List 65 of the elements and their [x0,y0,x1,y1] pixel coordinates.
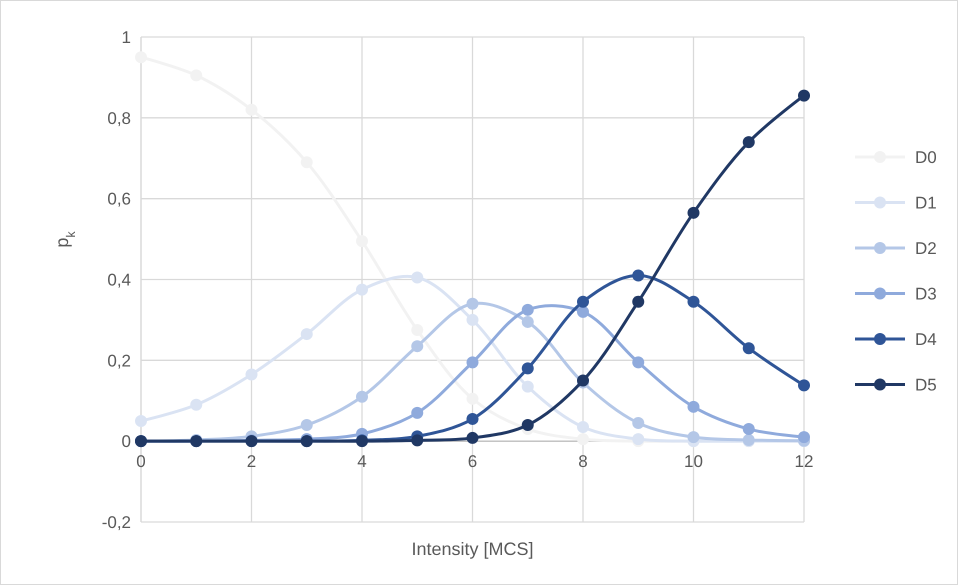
point [246,104,258,116]
x-tick-label: 4 [357,452,367,472]
point [632,356,644,368]
point [688,431,700,444]
point [466,314,478,326]
point [577,306,589,318]
point [798,431,810,444]
x-tick-label: 0 [136,452,146,472]
point [577,433,589,446]
point [632,296,644,308]
point [466,432,478,444]
point [466,298,478,310]
legend-label: D4 [915,330,937,349]
y-tick-label: 0 [122,432,131,452]
point [190,398,202,411]
point [522,380,534,393]
point [688,296,700,308]
point [522,419,534,431]
y-tick-label: 0,6 [107,190,131,209]
point [411,324,424,336]
x-axis-title: Intensity [MCS] [411,539,534,559]
x-tick-label: 6 [468,452,478,472]
point [632,269,644,282]
x-tick-label: 12 [794,452,814,472]
legend-label: D5 [915,376,937,394]
point [742,136,755,148]
point [742,342,755,354]
point [522,304,534,316]
point [577,421,589,434]
point [522,362,534,374]
x-tick-label: 2 [246,452,256,472]
point [466,412,478,425]
point [688,206,700,219]
point [411,340,424,352]
point [577,296,589,308]
x-tick-label: 8 [578,452,588,472]
point [300,328,313,340]
point [466,392,478,405]
point [356,284,368,296]
y-tick-label: 0,8 [107,108,131,128]
point [798,379,810,392]
legend-label: D1 [915,194,937,212]
point [135,51,147,64]
x-tick-label: 10 [684,452,703,472]
legend-label: D0 [915,148,937,167]
point [356,390,368,403]
point [522,316,534,328]
point [742,423,755,436]
legend-label: D3 [915,284,937,304]
point [356,235,368,248]
y-tick-label: 1 [122,28,131,47]
legend-label: D2 [915,239,937,258]
point [411,434,424,446]
point [300,419,313,431]
point [411,271,424,284]
point [632,416,644,429]
point [688,400,700,413]
point [246,368,258,380]
point [135,414,147,427]
point [466,356,478,368]
y-tick-label: -0,2 [102,513,131,532]
point [798,90,810,102]
y-tick-label: 0,4 [107,270,131,290]
y-tick-label: 0,2 [107,351,131,370]
point [411,406,424,419]
